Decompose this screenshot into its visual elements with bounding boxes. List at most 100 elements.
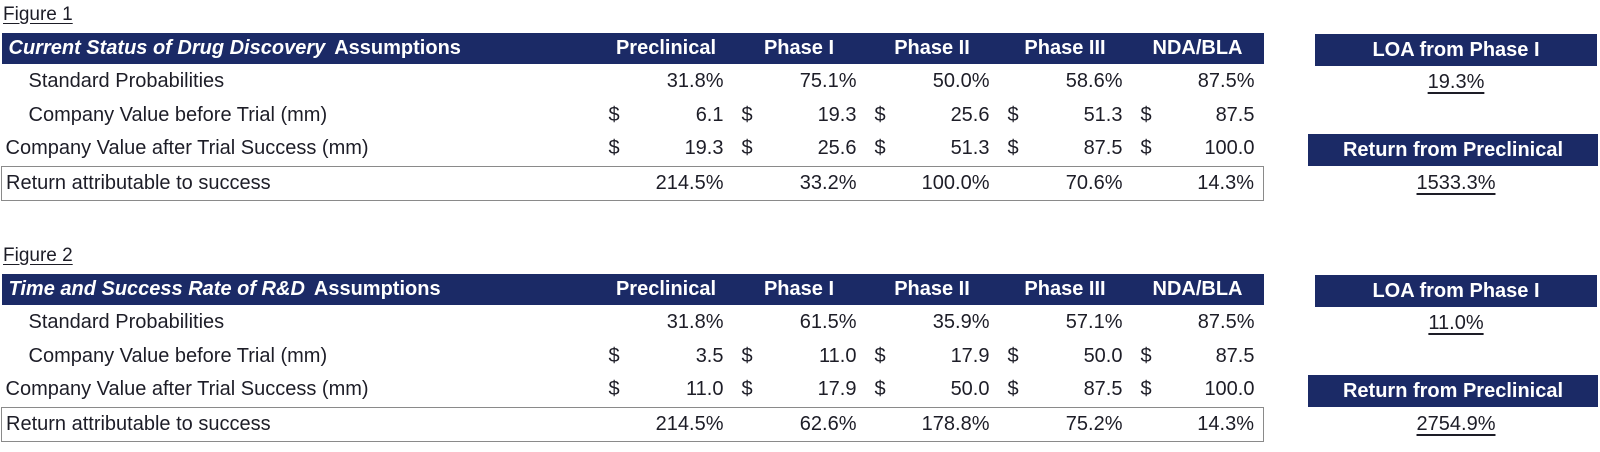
value-cell: $11.0 <box>733 339 866 373</box>
money-value: 19.3 <box>817 103 857 126</box>
currency-symbol: $ <box>874 378 886 401</box>
value-cell: 14.3% <box>1131 165 1264 201</box>
currency-symbol: $ <box>608 137 620 160</box>
currency-symbol: $ <box>1007 103 1019 126</box>
currency-symbol: $ <box>1007 378 1019 401</box>
money-value: 50.0 <box>1083 344 1123 367</box>
currency-symbol: $ <box>608 103 620 126</box>
table-header-row: Current Status of Drug Discovery Assumpti… <box>1 33 1264 64</box>
return-from-preclinical-box: Return from Preclinical <box>1308 134 1598 166</box>
column-header-nda-bla: NDA/BLA <box>1131 274 1264 305</box>
loa-from-phase1-value: 19.3% <box>1427 71 1485 93</box>
value-cell: $100.0 <box>1132 132 1264 166</box>
figure-1-table: Current Status of Drug Discovery Assumpti… <box>1 33 1264 201</box>
table-row: Company Value after Trial Success (mm) $… <box>2 373 1264 407</box>
loa-from-phase1-box: LOA from Phase I <box>1315 275 1597 307</box>
value-cell: 70.6% <box>998 165 1132 201</box>
value-cell: 214.5% <box>599 165 733 201</box>
table-title-italic: Time and Success Rate of R&D <box>8 278 305 300</box>
column-header-phase2: Phase II <box>865 274 999 305</box>
currency-symbol: $ <box>1140 344 1152 367</box>
value-cell: $19.3 <box>600 132 733 166</box>
table-row-return: Return attributable to success 214.5% 62… <box>1 406 1264 442</box>
value-cell: 33.2% <box>732 165 866 201</box>
money-value: 51.3 <box>950 137 990 160</box>
column-header-nda-bla: NDA/BLA <box>1131 33 1264 64</box>
value-cell: 61.5% <box>799 310 857 333</box>
money-value: 50.0 <box>950 378 990 401</box>
value-cell: $25.6 <box>733 132 866 166</box>
table-row: Standard Probabilities 31.8% 75.1% 50.0%… <box>2 64 1264 98</box>
value-cell: $17.9 <box>733 373 866 407</box>
value-cell: 75.2% <box>998 406 1132 442</box>
value-cell: 31.8% <box>666 310 724 333</box>
figure-2-table: Time and Success Rate of R&D Assumptions … <box>1 274 1264 442</box>
value-cell: 100.0% <box>865 165 999 201</box>
value-cell: $87.5 <box>999 132 1132 166</box>
value-cell: 75.1% <box>799 69 857 92</box>
money-value: 25.6 <box>817 137 857 160</box>
row-label: Standard Probabilities <box>28 69 225 92</box>
value-cell: $100.0 <box>1132 373 1264 407</box>
money-value: 51.3 <box>1083 103 1123 126</box>
table-row: Company Value after Trial Success (mm) $… <box>2 132 1264 166</box>
loa-from-phase1-value: 11.0% <box>1428 312 1484 334</box>
row-label: Return attributable to success <box>1 165 600 201</box>
currency-symbol: $ <box>874 344 886 367</box>
value-cell: $17.9 <box>866 339 999 373</box>
currency-symbol: $ <box>608 378 620 401</box>
figure-2-label: Figure 2 <box>3 245 73 266</box>
column-header-phase2: Phase II <box>865 33 999 64</box>
table-row: Company Value before Trial (mm) $6.1 $19… <box>2 98 1264 132</box>
value-cell: 50.0% <box>932 69 990 92</box>
column-header-phase1: Phase I <box>732 33 866 64</box>
money-value: 17.9 <box>950 344 990 367</box>
return-from-preclinical-value: 2754.9% <box>1416 413 1496 435</box>
column-header-phase1: Phase I <box>732 274 866 305</box>
currency-symbol: $ <box>1140 137 1152 160</box>
value-cell: 178.8% <box>865 406 999 442</box>
currency-symbol: $ <box>874 137 886 160</box>
currency-symbol: $ <box>741 378 753 401</box>
currency-symbol: $ <box>1007 344 1019 367</box>
currency-symbol: $ <box>1140 103 1152 126</box>
column-header-phase3: Phase III <box>998 33 1132 64</box>
value-cell: 62.6% <box>732 406 866 442</box>
value-cell: 58.6% <box>1065 69 1123 92</box>
row-label: Company Value before Trial (mm) <box>28 344 328 367</box>
money-value: 19.3 <box>684 137 724 160</box>
currency-symbol: $ <box>1007 137 1019 160</box>
value-cell: $51.3 <box>999 98 1132 132</box>
value-cell: $51.3 <box>866 132 999 166</box>
money-value: 25.6 <box>950 103 990 126</box>
column-header-preclinical: Preclinical <box>599 33 733 64</box>
money-value: 87.5 <box>1083 378 1123 401</box>
row-label: Company Value after Trial Success (mm) <box>5 137 369 160</box>
value-cell: $50.0 <box>866 373 999 407</box>
currency-symbol: $ <box>741 137 753 160</box>
money-value: 17.9 <box>817 378 857 401</box>
currency-symbol: $ <box>1140 378 1152 401</box>
row-label: Company Value before Trial (mm) <box>28 103 328 126</box>
currency-symbol: $ <box>874 103 886 126</box>
money-value: 11.0 <box>686 378 724 401</box>
money-value: 11.0 <box>819 344 857 367</box>
table-title-rest: Assumptions <box>313 278 441 300</box>
value-cell: 35.9% <box>932 310 990 333</box>
table-title: Time and Success Rate of R&D Assumptions <box>1 274 600 305</box>
money-value: 87.5 <box>1083 137 1123 160</box>
value-cell: 87.5% <box>1197 69 1255 92</box>
column-header-phase3: Phase III <box>998 274 1132 305</box>
return-from-preclinical-value: 1533.3% <box>1416 172 1496 194</box>
currency-symbol: $ <box>608 344 620 367</box>
currency-symbol: $ <box>741 344 753 367</box>
value-cell: 57.1% <box>1065 310 1123 333</box>
money-value: 100.0 <box>1204 137 1255 160</box>
value-cell: 14.3% <box>1131 406 1264 442</box>
value-cell: $19.3 <box>733 98 866 132</box>
value-cell: $25.6 <box>866 98 999 132</box>
value-cell: $50.0 <box>999 339 1132 373</box>
value-cell: 87.5% <box>1197 310 1255 333</box>
column-header-preclinical: Preclinical <box>599 274 733 305</box>
value-cell: $6.1 <box>600 98 733 132</box>
